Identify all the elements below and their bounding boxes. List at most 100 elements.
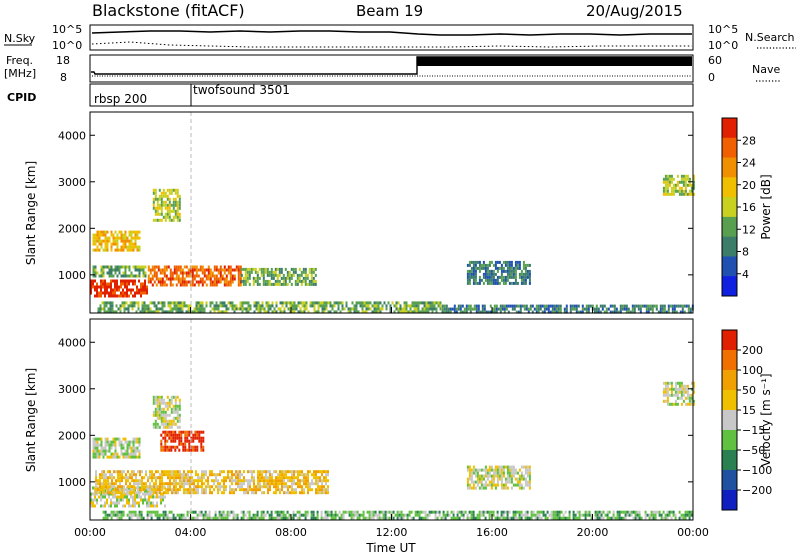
- y-tick-label: 3000: [58, 383, 86, 396]
- colorbar-swatch: [722, 430, 737, 451]
- nsky-label: N.Sky: [4, 32, 36, 45]
- cpid-segment-rbsp: rbsp 200: [94, 92, 147, 106]
- colorbar-swatch: [722, 137, 737, 159]
- scatter-region: [97, 301, 444, 314]
- cpid-segment-twofsound: twofsound 3501: [193, 83, 290, 97]
- colorbar-swatch: [722, 197, 737, 218]
- scatter-region: [152, 395, 181, 429]
- x-tick-label: 00:00: [74, 526, 106, 539]
- colorbar-tick-label: 12: [742, 223, 756, 236]
- velocity-colorbar-ticks: 200 100 50 15 −15 −50 −100 −200: [737, 344, 772, 497]
- freq-tick-bottom: 8: [60, 71, 67, 84]
- freq-tick-top: 18: [56, 54, 70, 67]
- nsearch-label: N.Search: [745, 31, 795, 44]
- x-tick-label: 12:00: [376, 526, 408, 539]
- colorbar-swatch: [722, 470, 737, 491]
- colorbar-swatch: [722, 490, 737, 511]
- velocity-y-ticks: 1000 2000 3000 4000: [58, 336, 693, 489]
- power-colorbar-ticks: 28 24 20 16 12 8 4: [737, 134, 756, 281]
- power-colorbar-label: Power [dB]: [759, 174, 773, 239]
- nsky-tick-top: 10^5: [52, 23, 82, 36]
- y-tick-label: 3000: [58, 176, 86, 189]
- nsky-trace: [91, 30, 692, 36]
- colorbar-tick-label: −100: [742, 464, 772, 477]
- colorbar-swatch: [722, 216, 737, 238]
- cpid-panel: CPID rbsp 200 twofsound 3501: [7, 83, 694, 107]
- colorbar-swatch: [722, 236, 737, 257]
- power-y-ticks: 1000 2000 3000 4000: [58, 129, 693, 282]
- power-x-ticks: [89, 307, 694, 313]
- scatter-region: [662, 381, 695, 406]
- scatter-region: [92, 265, 147, 278]
- velocity-colorbar-scale: [722, 330, 737, 511]
- colorbar-tick-label: −15: [742, 424, 765, 437]
- colorbar-tick-label: −50: [742, 444, 765, 457]
- x-tick-label: 08:00: [275, 526, 307, 539]
- power-colorbar-scale: [722, 118, 737, 297]
- colorbar-tick-label: 16: [742, 201, 756, 214]
- x-tick-label: 04:00: [175, 526, 207, 539]
- cpid-label: CPID: [7, 91, 36, 104]
- colorbar-tick-label: 50: [742, 384, 756, 397]
- y-tick-label: 4000: [58, 336, 86, 349]
- velocity-data: [90, 381, 695, 520]
- nsky-panel: N.Sky 10^5 10^0 10^5 10^0 N.Search: [4, 23, 796, 52]
- nsky-tick-bottom: 10^0: [52, 39, 82, 52]
- colorbar-swatch: [722, 390, 737, 411]
- colorbar-swatch: [722, 256, 737, 277]
- colorbar-tick-label: 100: [742, 364, 763, 377]
- nave-label: Nave: [752, 63, 780, 76]
- scatter-region: [90, 279, 148, 298]
- velocity-panel: 1000 2000 3000 4000 00:00 04:00 08:00 12:00 16:…: [24, 318, 709, 554]
- colorbar-tick-label: 200: [742, 344, 763, 357]
- nsearch-tick-bottom: 10^0: [708, 39, 738, 52]
- nave-tick-top: 60: [708, 54, 722, 67]
- colorbar-tick-label: 4: [742, 268, 749, 281]
- colorbar-tick-label: 8: [742, 246, 749, 259]
- time-axis-label: Time UT: [365, 541, 416, 554]
- velocity-colorbar: 200 100 50 15 −15 −50 −100 −200 Velocity [m s⁻¹…: [721, 329, 773, 511]
- scatter-region: [92, 230, 141, 252]
- freq-label-1: Freq.: [6, 54, 33, 67]
- colorbar-tick-label: 24: [742, 157, 756, 170]
- scatter-region: [662, 174, 695, 196]
- colorbar-swatch: [722, 350, 737, 371]
- freq-band: [417, 57, 692, 66]
- y-tick-label: 2000: [58, 222, 86, 235]
- date-title: 20/Aug/2015: [586, 2, 683, 20]
- colorbar-tick-label: 28: [742, 134, 756, 147]
- x-tick-label: 00:00: [677, 526, 709, 539]
- colorbar-swatch: [722, 410, 737, 431]
- power-colorbar: 28 24 20 16 12 8 4 Power [dB]: [721, 117, 773, 297]
- nsearch-trace: [91, 41, 692, 48]
- colorbar-swatch: [722, 118, 737, 139]
- colorbar-swatch: [722, 157, 737, 178]
- station-title: Blackstone (fitACF): [92, 1, 245, 20]
- scatter-region: [92, 437, 141, 459]
- beam-title: Beam 19: [356, 2, 423, 20]
- scatter-region: [240, 267, 317, 286]
- x-tick-label: 16:00: [476, 526, 508, 539]
- colorbar-swatch: [722, 330, 737, 351]
- scatter-region: [441, 304, 694, 314]
- freq-panel: Freq. [MHz] 18 8 60 0 Nave: [4, 54, 780, 84]
- scatter-region: [102, 510, 693, 520]
- y-tick-label: 4000: [58, 129, 86, 142]
- y-tick-label: 1000: [58, 476, 86, 489]
- scatter-region: [152, 188, 181, 222]
- colorbar-swatch: [722, 370, 737, 391]
- colorbar-swatch: [722, 276, 737, 297]
- colorbar-tick-label: −200: [742, 484, 772, 497]
- velocity-ylabel: Slant Range [km]: [24, 368, 38, 472]
- scatter-region: [95, 470, 329, 495]
- scatter-region: [466, 260, 531, 285]
- scatter-region: [466, 465, 531, 490]
- y-tick-label: 2000: [58, 429, 86, 442]
- power-data: [90, 174, 695, 314]
- colorbar-tick-label: 20: [742, 179, 756, 192]
- y-tick-label: 1000: [58, 269, 86, 282]
- nave-tick-bottom: 0: [708, 71, 715, 84]
- velocity-colorbar-label: Velocity [m s⁻¹]: [759, 373, 773, 466]
- power-ylabel: Slant Range [km]: [24, 161, 38, 265]
